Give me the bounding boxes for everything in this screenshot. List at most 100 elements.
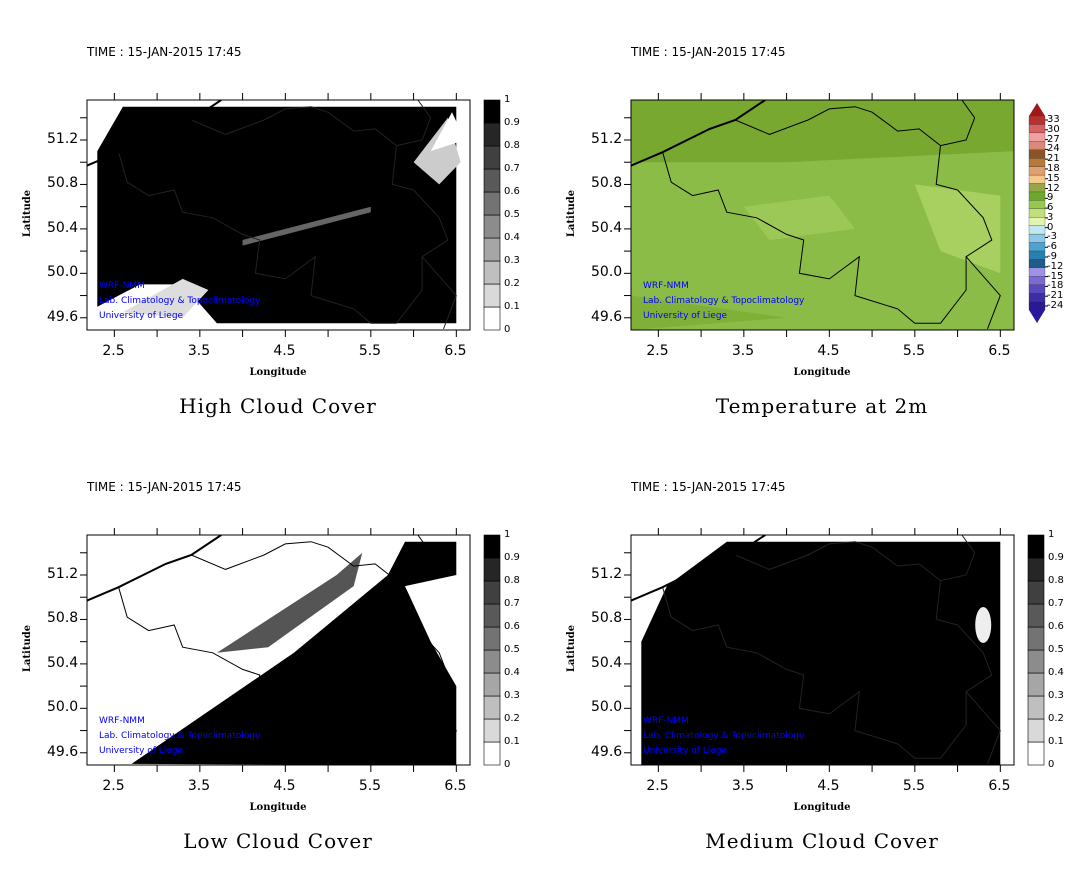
country-border xyxy=(735,541,958,626)
colorbar-label: 0.6 xyxy=(504,621,520,632)
country-border xyxy=(940,535,976,582)
watermark-line: Lab. Climatology & Topoclimatology xyxy=(99,296,261,306)
colorbar-label: 0.2 xyxy=(1048,713,1064,724)
colorbar-label: 0.5 xyxy=(504,209,520,220)
colorbar-label: 0.4 xyxy=(504,232,520,243)
field-clear-region xyxy=(122,278,209,318)
colorbar-label: 0.3 xyxy=(504,255,520,266)
country-border xyxy=(191,541,414,626)
colorbar-label: 0.2 xyxy=(504,713,520,724)
watermark-line: WRF-NMM xyxy=(643,281,689,291)
y-tick-label: 49.6 xyxy=(591,743,623,760)
colorbar-label: 0.1 xyxy=(1048,736,1064,747)
field-band xyxy=(631,100,1014,163)
colorbar-label: 0.9 xyxy=(504,117,520,128)
field-layer xyxy=(87,535,470,765)
field-clear-region xyxy=(975,607,992,643)
colorbar-label: -9 xyxy=(1047,251,1057,263)
y-tick-label: 51.2 xyxy=(591,566,623,582)
colorbar-label: -18 xyxy=(1047,280,1064,292)
colorbar-label: 12 xyxy=(1047,182,1060,194)
country-border xyxy=(421,256,457,330)
country-border xyxy=(396,535,432,582)
field-layer xyxy=(631,100,1014,330)
colorbar-bin xyxy=(1027,718,1045,743)
colorbar-label: 24 xyxy=(1047,143,1060,155)
colorbar-bin xyxy=(483,534,501,559)
y-tick-label: 50.8 xyxy=(591,175,623,192)
colorbar-bin xyxy=(1027,649,1045,674)
x-tick-label: 6.5 xyxy=(988,343,1011,359)
y-tick-label: 50.0 xyxy=(47,264,79,281)
y-tick-label: 50.0 xyxy=(591,264,623,281)
y-tick-label: 50.8 xyxy=(47,610,79,627)
colorbar-label: 0 xyxy=(1048,759,1055,770)
time-label: TIME : 15-JAN-2015 17:45 xyxy=(87,480,242,494)
watermark-line: Lab. Climatology & Topoclimatology xyxy=(643,296,805,306)
colorbar-bin xyxy=(1027,603,1045,628)
coastline xyxy=(631,535,766,602)
country-border xyxy=(735,106,958,191)
plot-frame xyxy=(630,99,1015,331)
x-axis-label: Longitude xyxy=(249,802,307,813)
country-border xyxy=(118,152,397,324)
plot-frame xyxy=(86,99,471,331)
colorbar-label: 1 xyxy=(1048,529,1055,540)
x-tick-label: 6.5 xyxy=(444,343,467,359)
y-tick-label: 51.2 xyxy=(47,566,79,582)
watermark-line: University of Liege xyxy=(643,311,728,321)
colorbar-label: 6 xyxy=(1047,202,1054,214)
chart-title: Medium Cloud Cover xyxy=(705,829,939,853)
country-border xyxy=(940,189,993,324)
field-clear-region xyxy=(430,597,457,653)
colorbar-label: 0.5 xyxy=(1048,644,1064,655)
country-border xyxy=(396,624,449,759)
y-tick-label: 50.4 xyxy=(591,219,623,236)
x-tick-label: 4.5 xyxy=(817,343,840,359)
field-band xyxy=(631,295,787,330)
colorbar-bin xyxy=(1027,695,1045,720)
colorbar-bin xyxy=(1027,557,1045,582)
colorbar-label: 0.8 xyxy=(504,140,520,151)
chart-title: High Cloud Cover xyxy=(179,394,377,418)
y-tick-label: 50.0 xyxy=(591,699,623,716)
colorbar-label: 0.5 xyxy=(504,644,520,655)
time-label: TIME : 15-JAN-2015 17:45 xyxy=(631,480,786,494)
country-border xyxy=(940,100,976,147)
x-tick-label: 3.5 xyxy=(187,778,211,794)
country-border xyxy=(191,106,414,191)
watermark-line: WRF-NMM xyxy=(99,281,145,291)
colorbar-label: 0 xyxy=(1047,221,1054,233)
y-tick-label: 51.2 xyxy=(591,131,623,147)
x-tick-label: 3.5 xyxy=(731,343,755,359)
country-border xyxy=(396,100,432,147)
field-band xyxy=(743,195,855,240)
x-tick-label: 4.5 xyxy=(273,778,296,794)
colorbar-label: 0.2 xyxy=(504,278,520,289)
coastline xyxy=(631,100,766,167)
colorbar-label: 0.7 xyxy=(1048,598,1064,609)
colorbar-label: 9 xyxy=(1047,192,1054,204)
watermark-line: WRF-NMM xyxy=(643,716,689,726)
colorbar-label: 3 xyxy=(1047,211,1054,223)
colorbar-label: 27 xyxy=(1047,133,1060,145)
x-tick-label: 4.5 xyxy=(273,343,296,359)
watermark-line: University of Liege xyxy=(99,746,184,756)
watermark-line: Lab. Climatology & Topoclimatology xyxy=(99,731,261,741)
colorbar-label: 33 xyxy=(1047,114,1060,125)
y-tick-label: 50.4 xyxy=(591,654,623,671)
colorbar-label: 0 xyxy=(504,324,511,335)
colorbar-label: -3 xyxy=(1047,231,1057,243)
y-tick-label: 49.6 xyxy=(47,743,79,760)
x-tick-label: 2.5 xyxy=(646,778,669,794)
y-tick-label: 51.2 xyxy=(47,131,79,147)
x-axis-label: Longitude xyxy=(249,367,307,378)
colorbar-label: 18 xyxy=(1047,162,1060,174)
colorbar-label: 21 xyxy=(1047,153,1060,165)
field-cloud-region xyxy=(641,541,1001,765)
x-axis-label: Longitude xyxy=(793,802,851,813)
colorbar-arrow-max xyxy=(1029,103,1045,116)
x-tick-label: 6.5 xyxy=(988,778,1011,794)
